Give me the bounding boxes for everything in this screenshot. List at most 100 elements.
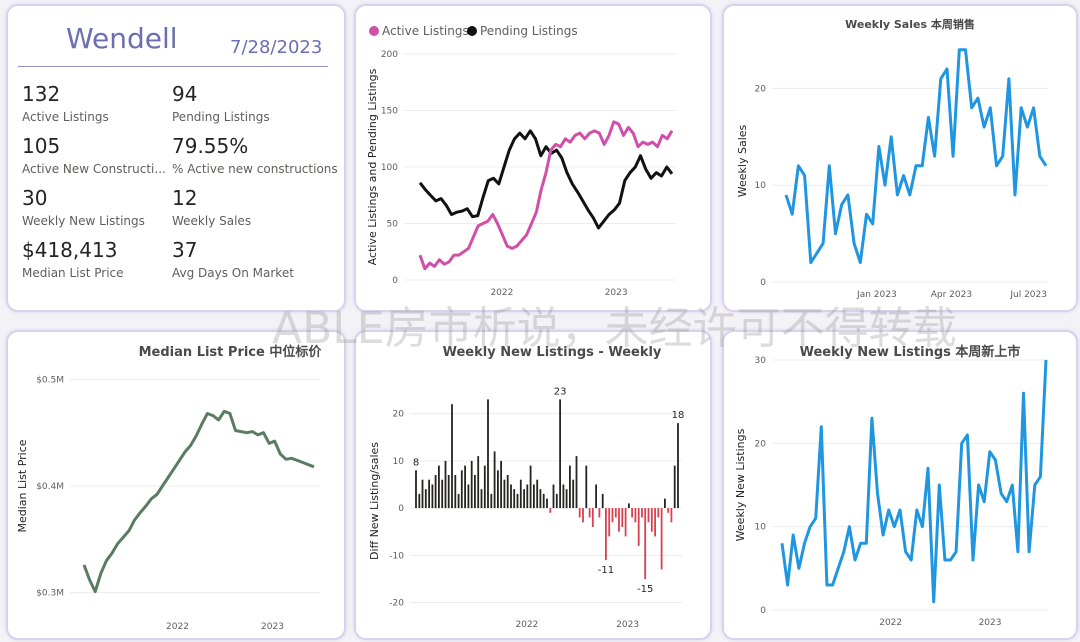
bar-negative (644, 508, 647, 579)
x-tick-label: 2023 (261, 622, 284, 632)
bar-negative (667, 508, 670, 513)
bar-positive (555, 493, 558, 509)
bar-negative (598, 508, 601, 518)
bar-positive (500, 460, 502, 509)
title-divider (18, 66, 328, 67)
y-tick-label: 0 (760, 606, 766, 616)
y-tick-label: -10 (389, 551, 404, 561)
bar-negative (608, 508, 611, 537)
y-tick-label: $0.4M (36, 482, 64, 492)
diff-listings-chart-panel: -20 -10 0 10 20 2022 2023 Diff New Listing/sale… (354, 330, 712, 640)
bar-positive (529, 465, 532, 509)
bar-positive (519, 479, 522, 508)
weekly-new-listings-value: 30 (22, 186, 48, 210)
bar-negative (578, 508, 581, 518)
x-tick-label: 2022 (490, 288, 513, 298)
bar-positive (506, 475, 509, 509)
bar-positive (513, 489, 516, 509)
median-price-chart-panel: $0.3M $0.4M $0.5M 2022 2023 Median List Price… (6, 330, 346, 640)
bar-positive (444, 460, 447, 509)
data-label: 23 (554, 386, 567, 397)
bar-negative (621, 508, 624, 527)
kpi-card: Wendell 7/28/2023 132 Active Listings 94… (6, 4, 346, 312)
bar-positive (601, 493, 604, 509)
bar-positive (454, 475, 457, 509)
bar-negative (618, 508, 620, 532)
y-axis-title: Active Listings and Pending Listings (366, 68, 379, 265)
y-tick-label: 10 (755, 523, 767, 533)
median-list-price-label: Median List Price (22, 266, 124, 280)
bar-negative (670, 508, 673, 523)
y-tick-label: $0.3M (36, 589, 64, 599)
bar-positive (539, 489, 542, 509)
series-line-pending (418, 129, 674, 230)
bar-positive (460, 470, 463, 509)
active-listings-value: 132 (22, 82, 61, 106)
active-new-construction-value: 105 (22, 134, 61, 158)
bar-positive (569, 465, 571, 509)
bar-positive (464, 465, 466, 509)
bar-positive (677, 423, 679, 509)
weekly-sales-chart: 0 10 20 Jan 2023 Apr 2023 Jul 2023 Weekly Sale… (736, 17, 1048, 300)
weekly-sales-chart-panel: 0 10 20 Jan 2023 Apr 2023 Jul 2023 Weekly Sale… (722, 4, 1078, 312)
active-new-construction-label: Active New Constructi... (22, 162, 166, 176)
chart-title: Weekly New Listings - Weekly (443, 345, 662, 360)
bar-positive (585, 465, 588, 509)
y-axis-title: Median List Price (16, 439, 29, 532)
bar-positive (474, 475, 476, 509)
bar-positive (451, 404, 453, 509)
x-tick-label: 2023 (979, 618, 1002, 628)
chart-title: Median List Price 中位标价 (139, 344, 323, 360)
weekly-sales-value: 12 (172, 186, 198, 210)
bar-negative (660, 508, 663, 570)
bar-positive (542, 493, 545, 509)
data-label: 18 (672, 410, 685, 421)
listings-chart-panel: 0 50 100 150 200 2022 2023 Active Listings and … (354, 4, 712, 312)
bar-positive (628, 503, 630, 509)
x-tick-label: Jul 2023 (1009, 290, 1047, 300)
diff-listings-chart: -20 -10 0 10 20 2022 2023 Diff New Listing/sale… (368, 345, 685, 630)
legend-label-pending: Pending Listings (480, 24, 578, 38)
bar-positive (526, 484, 529, 509)
x-tick-label: 2023 (605, 288, 628, 298)
y-tick-label: 20 (755, 84, 767, 94)
bar-negative (641, 508, 643, 518)
x-tick-label: 2023 (616, 620, 639, 630)
bar-positive (510, 484, 512, 509)
data-label: -15 (637, 584, 653, 595)
bar-positive (438, 465, 440, 509)
y-tick-label: 20 (755, 439, 767, 449)
bar-positive (431, 484, 434, 509)
bar-positive (487, 399, 489, 508)
legend-marker-pending (467, 26, 477, 36)
bar-negative (588, 508, 591, 518)
y-tick-label: 10 (393, 457, 405, 467)
bar-positive (447, 475, 450, 509)
weekly-new-listings-chart: 0 10 20 30 2022 2023 Weekly New Listings Weekly… (734, 344, 1048, 628)
y-tick-label: 0 (398, 504, 404, 514)
bar-positive (673, 465, 676, 509)
y-tick-label: 20 (393, 410, 405, 420)
bar-positive (562, 484, 565, 509)
y-tick-label: 0 (760, 278, 766, 288)
bar-positive (516, 493, 519, 509)
median-list-price-value: $418,413 (22, 238, 118, 262)
bar-positive (533, 484, 535, 509)
bar-positive (441, 479, 444, 508)
bar-positive (477, 456, 480, 509)
bar-negative (624, 508, 627, 537)
series-line-median-price (82, 409, 315, 594)
y-tick-label: -20 (389, 599, 404, 609)
y-tick-label: 200 (381, 50, 398, 60)
bar-positive (546, 498, 548, 508)
y-tick-label: 30 (755, 356, 767, 366)
bar-positive (470, 460, 473, 509)
legend-label-active: Active Listings (382, 24, 469, 38)
series-line-active (418, 120, 674, 271)
pending-listings-label: Pending Listings (172, 110, 270, 124)
weekly-new-listings-chart-panel: 0 10 20 30 2022 2023 Weekly New Listings Weekly… (722, 330, 1078, 640)
bar-negative (611, 508, 614, 523)
bar-positive (480, 489, 483, 509)
bar-positive (467, 484, 470, 509)
bar-negative (647, 508, 650, 523)
